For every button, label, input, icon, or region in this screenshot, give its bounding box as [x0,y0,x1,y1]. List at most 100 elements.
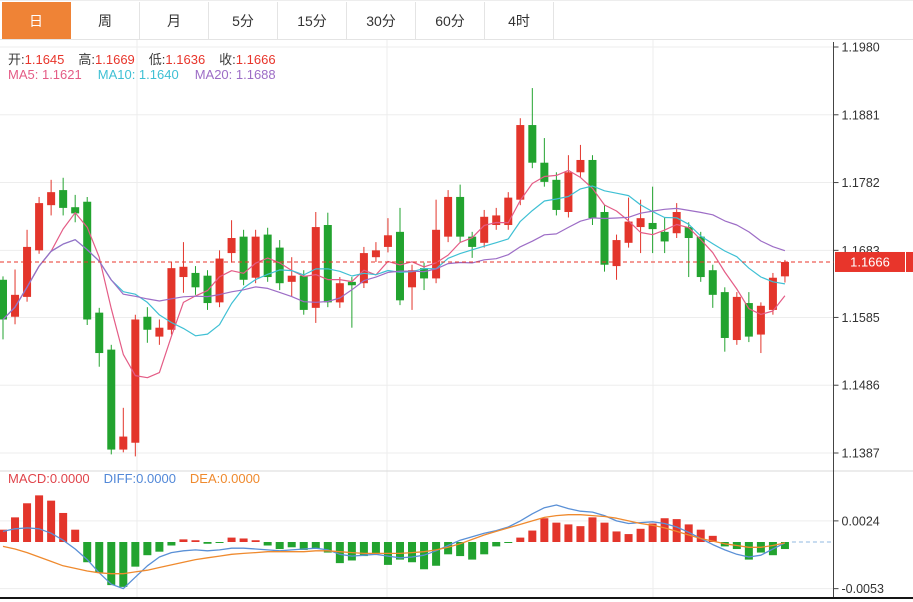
candle-body [155,327,164,337]
candle-body [227,238,236,254]
macd-bar [708,535,717,542]
tab-60min[interactable]: 60分 [416,2,485,39]
ma20-line [2,207,786,320]
candle-body [684,227,693,239]
macd-bar [696,529,705,542]
candle-body [756,305,765,335]
tab-day[interactable]: 日 [2,2,71,39]
macd-bar [47,500,56,542]
candle-body [660,231,669,242]
macd-bar [59,512,68,542]
candle-body [492,215,501,226]
macd-bar [0,529,7,542]
tab-month[interactable]: 月 [140,2,209,39]
macd-bar [371,542,380,554]
tab-4hour[interactable]: 4时 [485,2,554,39]
macd-bar [83,542,92,563]
current-price-badge [835,251,905,272]
macd-bar [468,542,477,560]
candle-body [420,268,429,279]
macd-bar [564,524,573,542]
tab-5min[interactable]: 5分 [209,2,278,39]
candle-body [624,221,633,243]
candle-body [552,179,561,210]
macd-bar [576,526,585,542]
macd-bar [780,542,789,550]
candle-body [371,250,380,258]
candle-body [335,283,344,303]
candle-body [456,196,465,237]
macd-bar [347,542,356,561]
macd-bar [179,539,188,542]
candle-body [720,292,729,338]
macd-bar [239,538,248,542]
candle-body [383,235,392,247]
macd-bar [684,524,693,542]
macd-bar [251,540,260,542]
candle-body [59,190,68,208]
macd-bar [95,542,104,573]
candle-body [47,192,56,206]
kline-chart[interactable]: 1.19801.18811.17821.16831.15851.14861.13… [0,40,913,602]
candle-body [143,316,152,330]
tab-week[interactable]: 周 [71,2,140,39]
candle-body [780,261,789,277]
candle-body [275,247,284,284]
macd-bar [287,542,296,548]
macd-bar [107,542,116,586]
candle-body [179,266,188,278]
candle-body [612,240,621,267]
candle-body [323,225,332,303]
macd-bar [395,542,404,560]
current-price-badge-label: 1.1666 [850,254,890,269]
macd-bar [480,542,489,555]
candle-body [432,229,441,279]
timeframe-tabs: 日周月 5分 15分 30分 60分 4时 [0,0,913,40]
candle-body [768,277,777,310]
candle-body [444,196,453,237]
candle-body [696,236,705,278]
macd-bar [456,542,465,557]
candle-body [564,172,573,213]
candle-body [191,272,200,288]
candle-body [251,236,260,278]
macd-bar [119,542,128,587]
candle-body [11,294,20,317]
macd-bar [227,537,236,542]
candle-body [480,216,489,243]
macd-bar [540,518,549,542]
candle-body [119,436,128,450]
candle-body [83,201,92,320]
macd-bar [636,528,645,542]
macd-bar [528,530,537,542]
candle-body [528,125,537,163]
macd-bar [131,542,140,567]
tab-30min[interactable]: 30分 [347,2,416,39]
candle-body [0,279,7,320]
candle-body [395,231,404,301]
macd-bar [323,542,332,553]
candle-body [732,296,741,341]
macd-histogram [0,495,789,587]
candle-body [107,349,116,450]
macd-bar [359,542,368,557]
price-label: 1.1387 [842,447,880,461]
macd-bar [311,542,320,549]
bottom-axis-line [0,597,913,599]
candle-body [203,275,212,304]
macd-bar [155,542,164,552]
macd-bar [432,542,441,566]
candle-body [35,203,44,251]
macd-bar [744,542,753,560]
candle-body [347,281,356,286]
tab-15min[interactable]: 15分 [278,2,347,39]
macd-bar [600,522,609,542]
macd-bar [672,519,681,542]
price-label: 1.1486 [842,379,880,393]
macd-bar [191,540,200,542]
macd-bar [263,542,272,546]
candle-body [95,312,104,354]
macd-bar [516,537,525,542]
macd-bar [71,529,80,542]
